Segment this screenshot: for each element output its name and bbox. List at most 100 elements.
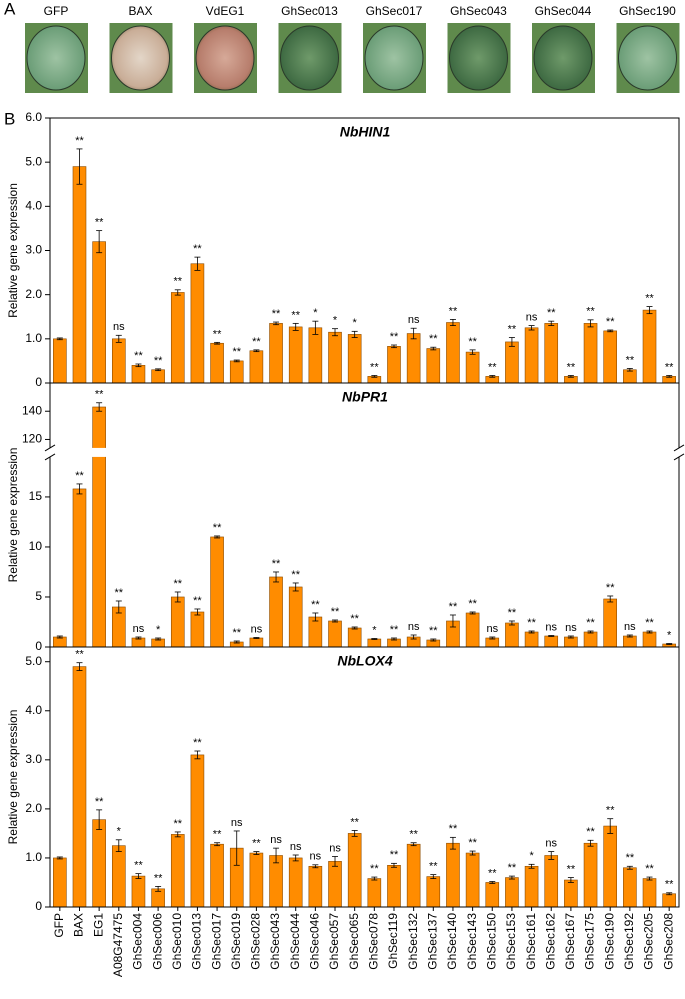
x-tick-label: GhSec119 [386,913,400,969]
bar [623,369,637,384]
bar [190,611,205,648]
y-tick-label: 0 [35,375,42,389]
significance-label: ** [213,328,222,340]
leaf-spot [280,25,339,91]
leaf-panel: GFP BAX VdEG1 GhSec013 GhSec017 GhSec043 GhSec… [25,4,680,93]
significance-label: ns [231,817,243,829]
significance-label: ** [75,135,84,147]
bar [328,861,342,908]
significance-label: ns [526,311,538,323]
bar [111,338,126,384]
bar [603,598,618,648]
significance-label: ** [508,862,517,874]
significance-label: ** [154,355,163,367]
bar [603,825,618,908]
y-tick-label: 2.0 [25,801,42,815]
significance-label: ** [134,350,143,362]
bar [92,241,106,384]
bar [465,351,480,384]
significance-label: ** [154,872,163,884]
significance-label: * [333,315,338,327]
x-tick-label: GhSec205 [642,913,656,970]
significance-label: ** [626,354,635,366]
bar [347,833,362,908]
bar [406,333,421,384]
significance-label: ** [468,336,477,348]
significance-label: ** [488,867,497,879]
significance-label: ** [488,361,497,373]
significance-label: * [372,624,377,636]
significance-label: ns [329,842,341,854]
significance-label: ** [213,829,222,841]
x-tick-label: GhSec192 [622,913,636,970]
x-tick-label: GhSec161 [524,913,538,970]
bar [642,878,657,908]
significance-label: ns [290,841,302,853]
y-tick-label: 1.0 [25,331,42,345]
significance-label: ** [468,598,477,610]
bar [131,875,146,908]
significance-label: ** [626,852,635,864]
bar-charts: 0 1.0 2.0 3.0 4.0 5.0 6.0 Relative gene express… [6,110,685,977]
significance-label: ** [232,627,241,639]
bar [53,636,67,648]
significance-label: ** [645,617,654,629]
significance-label: ** [370,863,379,875]
leaf-label: GhSec013 [281,4,338,18]
x-tick-label: GhSec017 [209,913,223,970]
bar [151,369,165,384]
bar [170,292,185,384]
significance-label: ** [645,863,654,875]
significance-label: ns [486,623,498,635]
y-axis-label: Relative gene expression [6,448,20,583]
bar [170,596,185,648]
significance-label: ** [75,470,84,482]
bar [92,406,106,648]
bar [564,879,578,908]
significance-label: ns [565,622,577,634]
significance-label: ns [251,623,263,635]
bar [190,754,205,908]
bar [387,865,401,908]
x-tick-label: GFP [52,913,66,938]
x-tick-label: GhSec004 [131,913,145,970]
x-tick-label: GhSec013 [190,913,204,970]
significance-label: ** [429,625,438,637]
significance-label: ** [586,617,595,629]
bar [564,636,578,648]
bar [524,327,539,384]
significance-label: ** [527,617,536,629]
axis-break [44,447,685,457]
x-tick-label: GhSec208 [661,913,675,970]
bar [170,834,185,908]
leaf-label: GhSec190 [619,4,676,18]
significance-label: ** [193,737,202,749]
bar [269,576,283,648]
bar [229,360,244,384]
plot-frame [49,382,680,448]
bar [210,536,224,648]
bar [623,867,637,908]
significance-label: ** [272,558,281,570]
bar [426,876,441,908]
bar [583,631,598,648]
leaf-label: GhSec044 [535,4,592,18]
y-axis-label: Relative gene expression [6,710,20,845]
bar [131,365,146,384]
bar [387,346,401,384]
significance-label: ** [586,306,595,318]
bar [347,334,362,384]
y-tick-label: 120 [22,432,42,446]
significance-label: ** [508,607,517,619]
y-tick-label: 4.0 [25,703,42,717]
bar [111,845,126,908]
bar [583,323,598,384]
y-tick-label: 15 [29,489,43,503]
bar [53,338,67,384]
y-axis-label: Relative gene expression [6,183,20,318]
significance-label: ** [606,805,615,817]
x-tick-label: GhSec132 [406,913,420,970]
leaf-label: GhSec043 [450,4,507,18]
bar [524,631,539,648]
x-tick-label: GhSec044 [288,913,302,970]
